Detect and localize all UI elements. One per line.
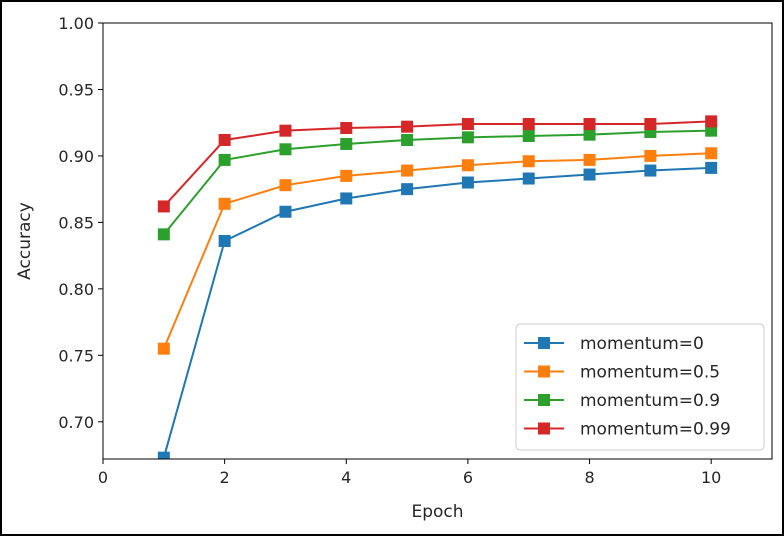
y-tick-label: 0.95 — [58, 80, 94, 99]
data-point-marker — [705, 124, 718, 137]
y-axis-label: Accuracy — [15, 202, 35, 280]
legend-label: momentum=0 — [580, 334, 704, 354]
data-point-marker — [461, 118, 474, 131]
data-point-marker — [522, 118, 535, 131]
x-tick-label: 2 — [220, 468, 230, 487]
data-point-marker — [522, 129, 535, 142]
y-tick-label: 0.90 — [58, 147, 94, 166]
legend-item: momentum=0.99 — [524, 420, 731, 440]
data-point-marker — [644, 149, 657, 162]
data-point-marker — [583, 153, 596, 166]
data-point-marker — [218, 197, 231, 210]
data-point-marker — [340, 192, 353, 205]
data-point-marker — [522, 172, 535, 185]
data-point-marker — [461, 176, 474, 189]
legend-item: momentum=0 — [524, 334, 704, 354]
legend-label: momentum=0.99 — [580, 420, 731, 440]
legend-label: momentum=0.9 — [580, 391, 720, 411]
data-point-marker — [340, 122, 353, 135]
series-momentum=0 — [157, 161, 718, 459]
data-point-marker — [522, 155, 535, 168]
y-tick-label: 0.80 — [58, 280, 94, 299]
data-point-marker — [157, 228, 170, 241]
x-axis-label: Epoch — [411, 502, 463, 522]
data-point-marker — [157, 451, 170, 459]
data-point-marker — [401, 183, 414, 196]
data-point-marker — [401, 164, 414, 177]
data-point-marker — [218, 153, 231, 166]
series-line — [163, 120, 712, 208]
data-point-marker — [340, 169, 353, 182]
legend-marker-swatch — [538, 365, 550, 378]
data-point-marker — [279, 143, 292, 156]
series-momentum=0.99 — [157, 115, 718, 213]
data-point-marker — [705, 161, 718, 174]
data-point-marker — [583, 168, 596, 181]
data-point-marker — [705, 147, 718, 160]
data-point-marker — [401, 120, 414, 133]
legend-label: momentum=0.5 — [580, 363, 720, 383]
y-tick-label: 1.00 — [58, 14, 94, 33]
data-point-marker — [583, 118, 596, 131]
y-tick-label: 0.70 — [58, 413, 94, 432]
data-point-marker — [461, 159, 474, 172]
legend-box — [515, 323, 765, 451]
x-tick-label: 6 — [463, 468, 473, 487]
legend-item: momentum=0.9 — [524, 391, 720, 411]
series-momentum=0.9 — [157, 124, 718, 241]
series-line — [162, 166, 712, 458]
data-point-marker — [401, 133, 414, 146]
data-point-marker — [644, 164, 657, 177]
data-point-marker — [157, 342, 170, 355]
data-point-marker — [583, 128, 596, 141]
data-point-marker — [340, 137, 353, 150]
x-axis-ticks: 0 2 4 6 8 10 — [98, 459, 721, 487]
legend: momentum=0 momentum=0.5 momentum=0.9 moment… — [515, 323, 765, 451]
legend-marker-swatch — [538, 394, 550, 406]
data-point-marker — [279, 179, 292, 192]
data-point-marker — [279, 124, 292, 137]
y-tick-label: 0.85 — [58, 213, 94, 232]
plot-area-frame — [102, 22, 773, 460]
x-tick-label: 4 — [341, 468, 351, 487]
y-tick-label: 0.75 — [58, 346, 94, 365]
legend-item: momentum=0.5 — [524, 363, 720, 383]
data-point-marker — [157, 200, 170, 213]
legend-marker-swatch — [538, 337, 550, 349]
data-point-marker — [218, 133, 231, 146]
series-layer — [157, 115, 718, 459]
series-line — [163, 129, 712, 235]
x-tick-label: 10 — [701, 468, 721, 487]
data-point-marker — [218, 235, 231, 247]
legend-marker-swatch — [538, 422, 550, 435]
series-momentum=0.5 — [157, 147, 718, 355]
x-tick-label: 0 — [98, 468, 108, 487]
y-axis-ticks: 0.70 0.75 0.80 0.85 0.90 0.95 1.00 — [58, 14, 103, 432]
series-line — [162, 152, 712, 350]
x-tick-label: 8 — [584, 468, 594, 487]
data-point-marker — [644, 118, 657, 131]
data-point-marker — [705, 115, 718, 128]
data-point-marker — [461, 131, 474, 144]
data-point-marker — [279, 205, 292, 218]
